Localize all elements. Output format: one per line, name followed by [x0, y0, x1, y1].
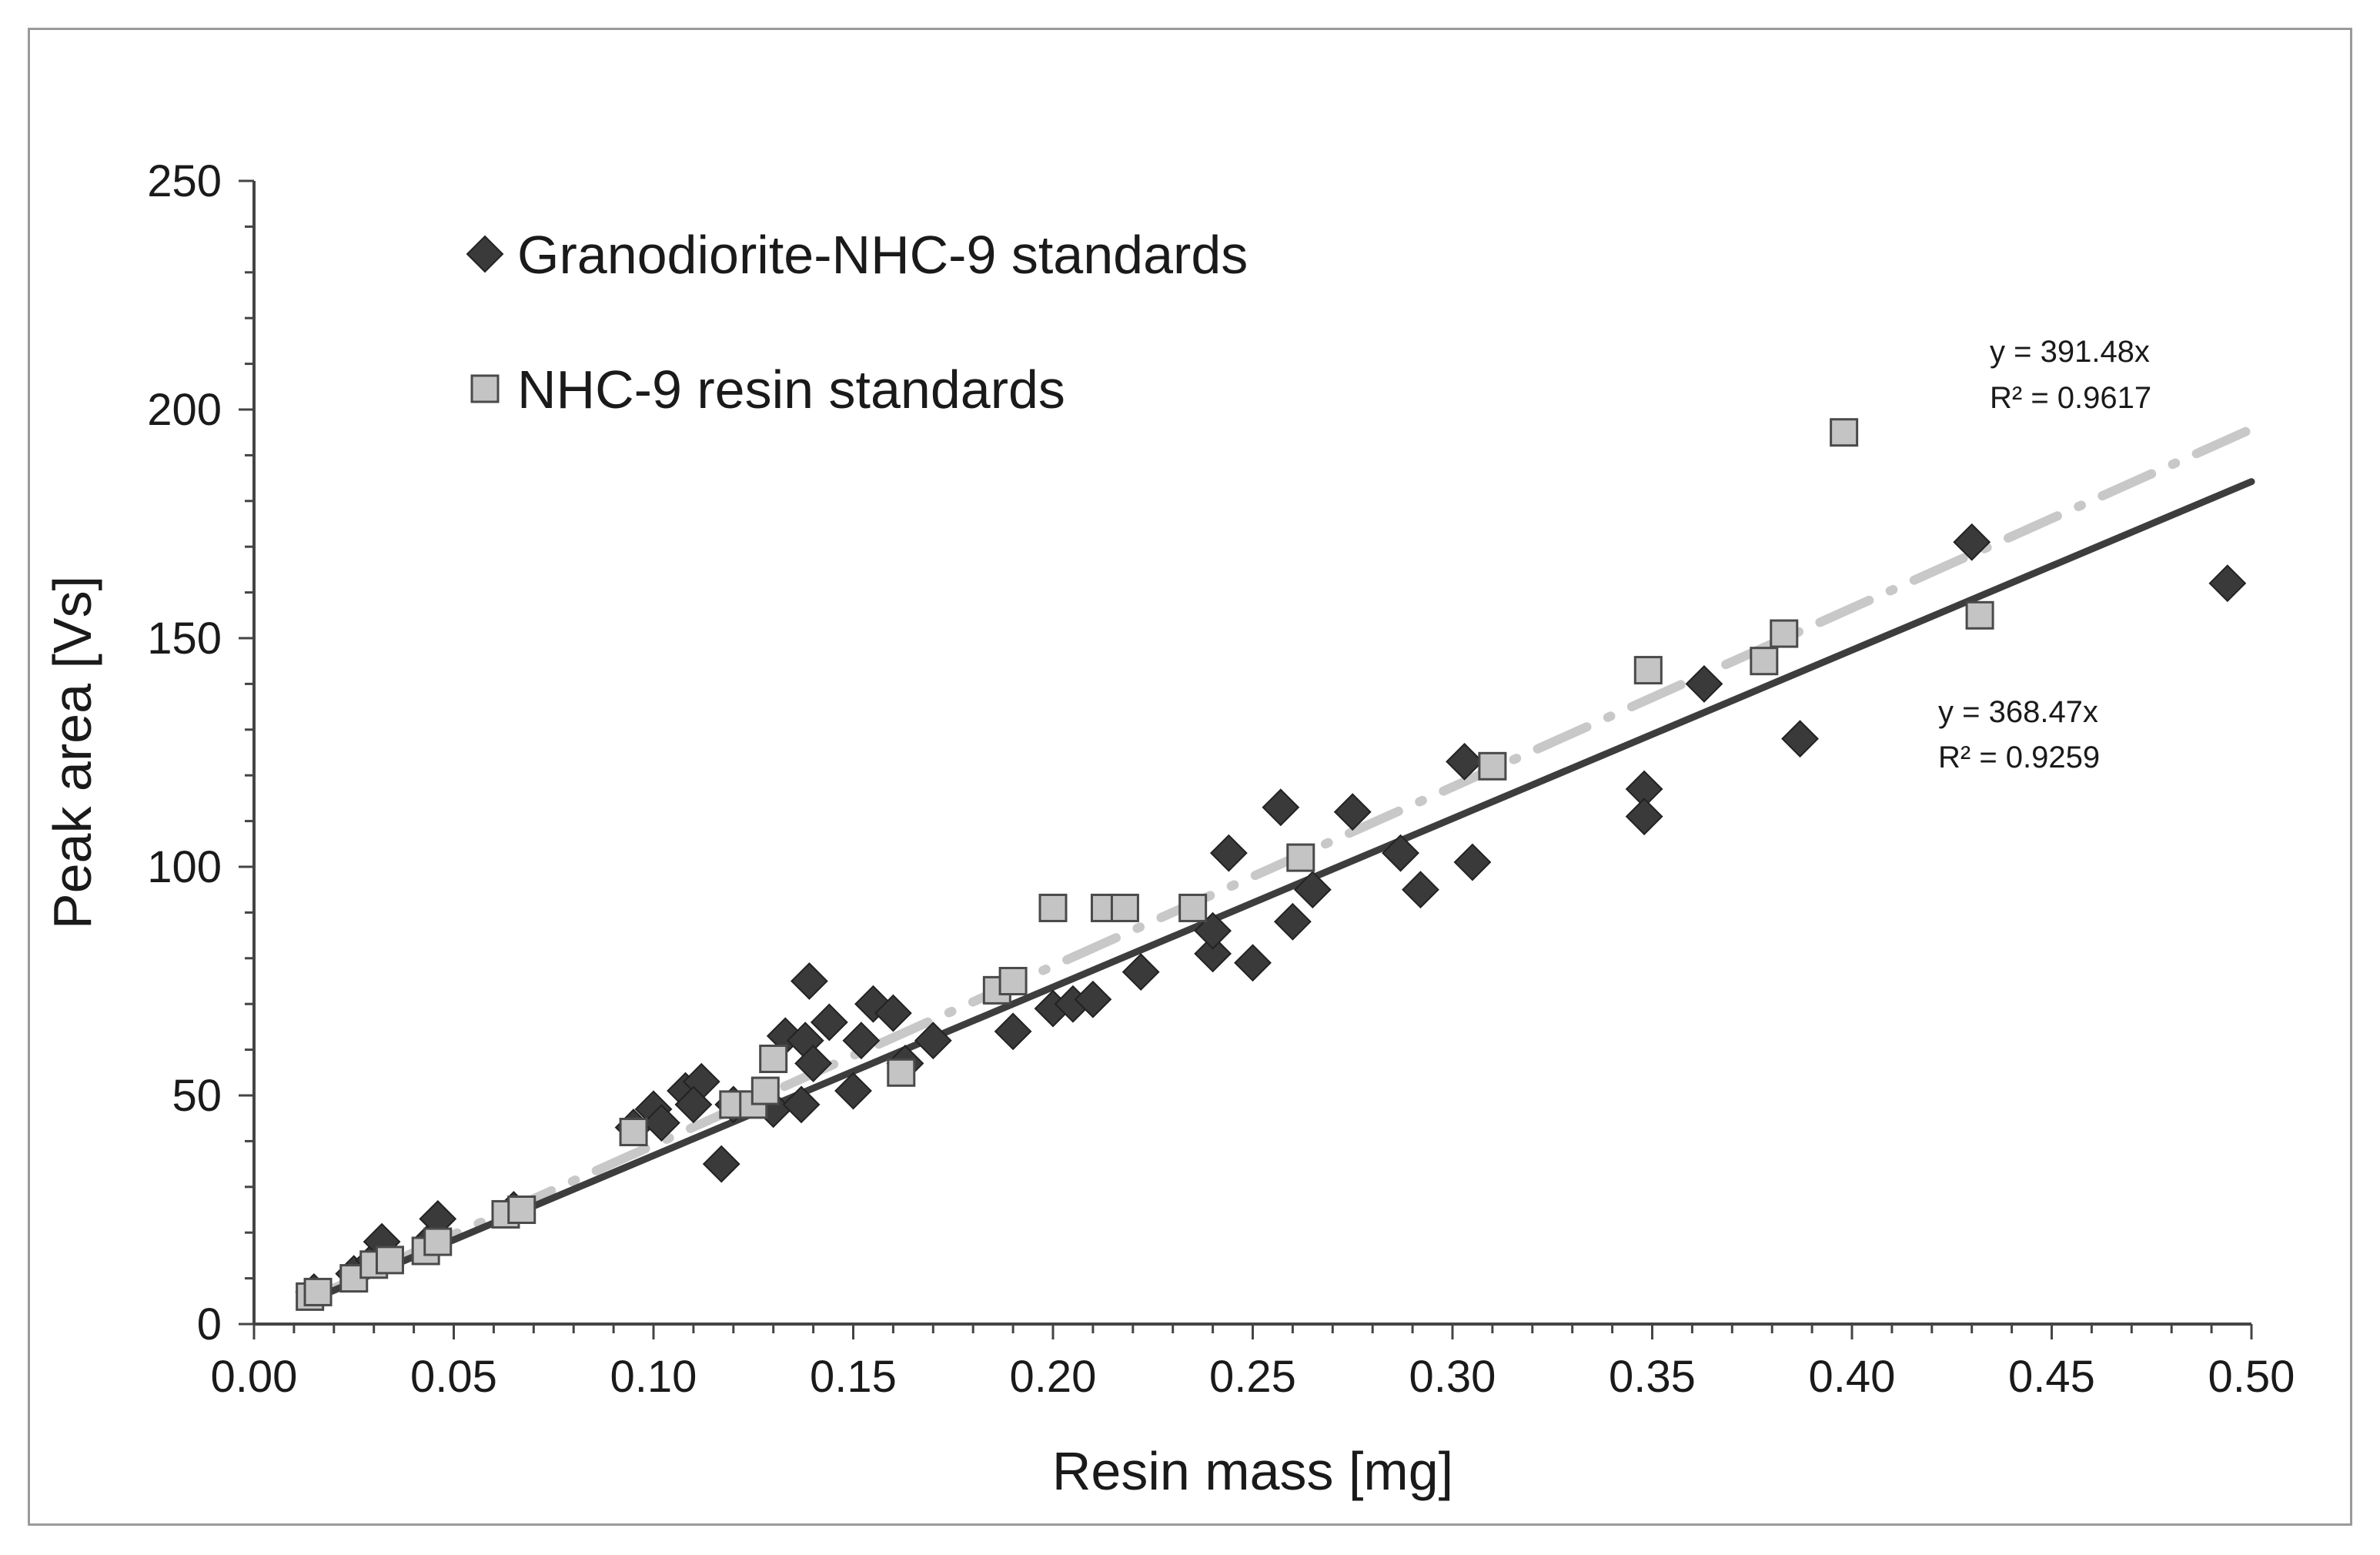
data-point: [994, 1012, 1032, 1051]
data-point: [1194, 935, 1232, 973]
trendline-r2: R² = 0.9617: [1990, 381, 2151, 415]
trendline-r2: R² = 0.9259: [1938, 741, 2100, 774]
data-point: [1965, 600, 1994, 630]
data-point: [1750, 647, 1779, 676]
data-point: [750, 1076, 780, 1105]
trendline-equation: y = 368.47x: [1938, 695, 2098, 729]
data-point: [1453, 843, 1492, 881]
y-tick-label: 150: [147, 614, 222, 664]
data-point: [1286, 843, 1315, 872]
x-tick-label: 0.35: [1609, 1352, 1696, 1402]
x-tick-label: 0.20: [1010, 1352, 1097, 1402]
data-point: [1209, 834, 1248, 872]
y-tick-label: 50: [172, 1071, 222, 1121]
data-point: [619, 1118, 648, 1147]
data-point: [790, 962, 828, 1000]
data-point: [1478, 751, 1507, 781]
data-point: [507, 1196, 537, 1224]
data-point: [642, 1104, 680, 1142]
data-point: [810, 1003, 848, 1042]
data-point: [1234, 944, 1272, 982]
data-point: [782, 1085, 821, 1124]
data-point: [1262, 788, 1300, 827]
chart-frame: [28, 28, 2352, 1526]
y-tick-label: 100: [147, 842, 222, 892]
trendline-equations: y = 391.48x R² = 0.9617 y = 368.47x R² = 0.…: [1938, 335, 2151, 774]
x-tick-label: 0.30: [1409, 1352, 1496, 1402]
data-point: [759, 1044, 788, 1073]
x-tick-label: 0.05: [410, 1352, 497, 1402]
x-tick-label: 0.40: [1809, 1352, 1896, 1402]
x-tick-label: 0.00: [211, 1352, 298, 1402]
data-points-layer: [295, 418, 2247, 1311]
data-point: [794, 1045, 833, 1082]
data-point: [1781, 720, 1819, 758]
trendline-resin: [309, 424, 2256, 1303]
y-tick-label: 250: [147, 156, 222, 206]
y-tick-label: 200: [147, 385, 222, 435]
data-point: [1685, 664, 1723, 703]
trendline-granodiorite: [310, 478, 2255, 1303]
data-point: [1293, 871, 1332, 909]
data-point: [1633, 656, 1663, 685]
data-point: [1038, 893, 1068, 922]
axes-layer: 0.00 0.05 0.10 0.15 0.20 0.25 0.30 0.35 0.40 0.45…: [42, 156, 2295, 1501]
x-tick-label: 0.25: [1209, 1352, 1296, 1402]
legend: Granodiorite-NHC-9 standards NHC-9 resin …: [466, 225, 1248, 420]
data-point: [1953, 523, 1991, 561]
data-point: [887, 1058, 916, 1087]
data-point: [702, 1145, 740, 1183]
data-point: [2208, 564, 2247, 603]
x-tick-label: 0.50: [2208, 1352, 2295, 1402]
data-point: [1625, 798, 1663, 836]
data-point: [1178, 893, 1208, 922]
data-point: [1074, 980, 1112, 1018]
legend-square-marker: [470, 374, 500, 403]
series-resin: [296, 418, 1994, 1311]
x-tick-label: 0.45: [2008, 1352, 2095, 1402]
x-tick-label: 0.15: [810, 1352, 897, 1402]
data-point: [914, 1022, 952, 1060]
data-point: [1830, 418, 1859, 447]
legend-diamond-marker: [466, 235, 504, 273]
data-point: [1121, 953, 1160, 992]
data-point: [998, 967, 1028, 995]
data-point: [1333, 793, 1372, 831]
data-point: [1273, 902, 1312, 941]
x-axis-title: Resin mass [mg]: [1052, 1441, 1453, 1501]
data-point: [1382, 834, 1419, 872]
x-tick-label: 0.10: [610, 1352, 697, 1402]
data-point: [423, 1227, 453, 1256]
series-granodiorite: [295, 523, 2247, 1311]
legend-label-granodiorite: Granodiorite-NHC-9 standards: [517, 225, 1248, 285]
data-point: [1446, 742, 1483, 781]
data-point: [375, 1246, 404, 1275]
data-point: [1110, 893, 1139, 922]
data-point: [874, 994, 912, 1032]
data-point: [842, 1022, 881, 1060]
y-tick-label: 0: [197, 1299, 222, 1349]
y-axis-title: Peak area [Vs]: [42, 576, 102, 929]
data-point: [1770, 619, 1799, 648]
trendline-equation: y = 391.48x: [1990, 335, 2150, 369]
legend-label-resin: NHC-9 resin standards: [517, 359, 1065, 420]
data-point: [674, 1085, 713, 1124]
data-point: [834, 1072, 872, 1110]
data-point: [1402, 871, 1439, 909]
trendline-layer: [309, 424, 2256, 1303]
data-point: [303, 1277, 333, 1306]
